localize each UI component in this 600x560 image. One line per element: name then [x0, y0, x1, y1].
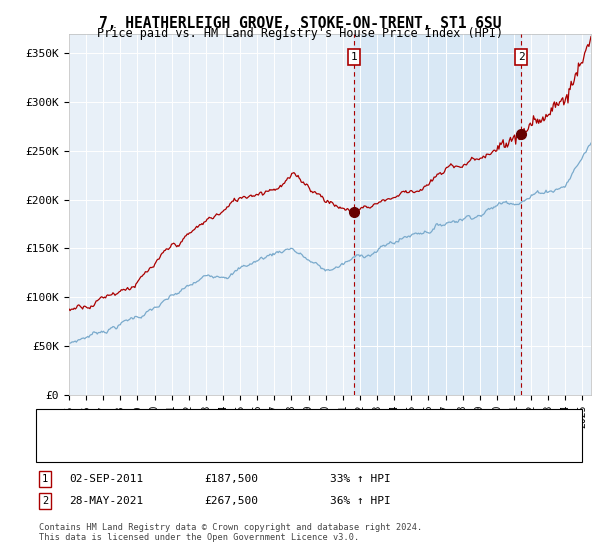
- Text: —: —: [54, 438, 71, 456]
- Text: 7, HEATHERLEIGH GROVE, STOKE-ON-TRENT, ST1 6SU: 7, HEATHERLEIGH GROVE, STOKE-ON-TRENT, S…: [99, 16, 501, 31]
- Text: £187,500: £187,500: [204, 474, 258, 484]
- Text: 28-MAY-2021: 28-MAY-2021: [69, 496, 143, 506]
- Text: 33% ↑ HPI: 33% ↑ HPI: [330, 474, 391, 484]
- Text: £267,500: £267,500: [204, 496, 258, 506]
- Text: Contains HM Land Registry data © Crown copyright and database right 2024.
This d: Contains HM Land Registry data © Crown c…: [39, 523, 422, 543]
- Text: 1: 1: [42, 474, 48, 484]
- Bar: [355, 34, 521, 395]
- Text: —: —: [54, 415, 71, 433]
- Text: 1: 1: [351, 52, 358, 62]
- Text: 7, HEATHERLEIGH GROVE, STOKE-ON-TRENT, ST1 6SU (detached house): 7, HEATHERLEIGH GROVE, STOKE-ON-TRENT, S…: [81, 419, 475, 429]
- Text: 2: 2: [518, 52, 524, 62]
- Text: 36% ↑ HPI: 36% ↑ HPI: [330, 496, 391, 506]
- Text: 02-SEP-2011: 02-SEP-2011: [69, 474, 143, 484]
- Text: Price paid vs. HM Land Registry's House Price Index (HPI): Price paid vs. HM Land Registry's House …: [97, 27, 503, 40]
- Text: 2: 2: [42, 496, 48, 506]
- Text: HPI: Average price, detached house, Stoke-on-Trent: HPI: Average price, detached house, Stok…: [81, 442, 394, 452]
